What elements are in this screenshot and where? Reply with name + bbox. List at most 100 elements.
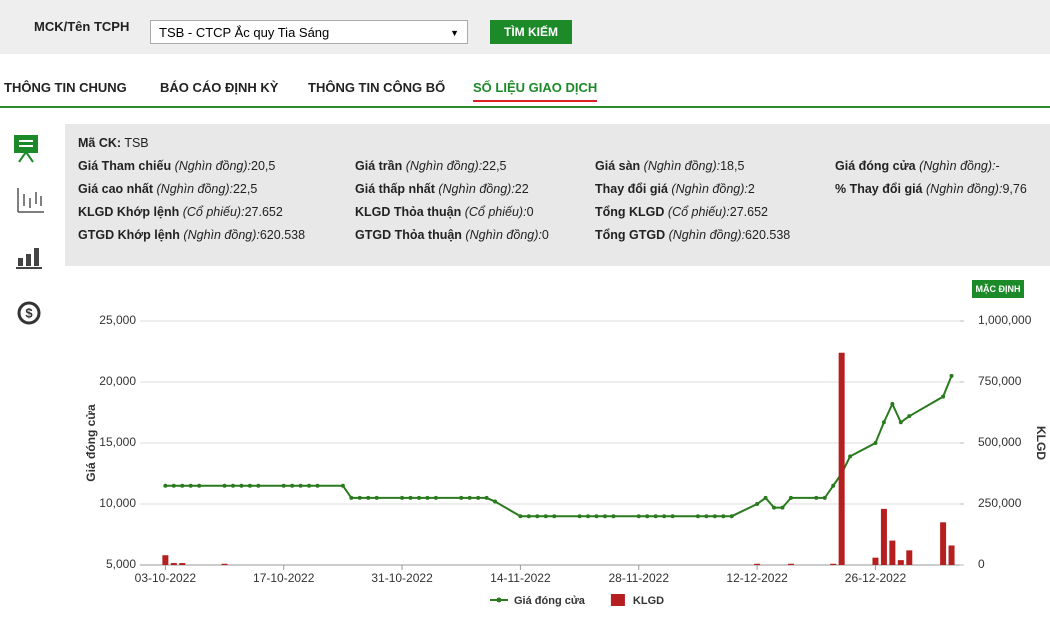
company-select[interactable]: TSB - CTCP Ắc quy Tia Sáng ▼ (150, 20, 468, 44)
info-unit: (Nghìn đồng): (668, 228, 746, 242)
volume-bar (830, 563, 837, 565)
y2-tick-label: 250,000 (978, 496, 1022, 510)
info-unit: (Nghìn đồng): (405, 159, 483, 173)
price-point (315, 483, 320, 488)
y-tick-label: 10,000 (99, 496, 136, 510)
price-point (476, 495, 481, 500)
price-point (366, 495, 371, 500)
info-item: Giá đóng cửa (Nghìn đồng):- (835, 159, 1000, 173)
y2-tick-label: 750,000 (978, 374, 1022, 388)
price-point (763, 495, 768, 500)
price-point (180, 483, 185, 488)
info-unit: (Cổ phiếu): (464, 205, 527, 219)
tab[interactable]: THÔNG TIN CHUNG (4, 80, 127, 95)
x-tick-label: 31-10-2022 (371, 571, 433, 585)
price-point (298, 483, 303, 488)
price-point (433, 495, 438, 500)
info-item: Giá sàn (Nghìn đồng):18,5 (595, 159, 744, 173)
chart: Giá đóng cửa KLGD 5,000 10,000 15,000 20,00… (84, 313, 1048, 607)
y-tick-label: 20,000 (99, 374, 136, 388)
y-tick-label: 15,000 (99, 435, 136, 449)
volume-bar (897, 560, 904, 565)
info-item: Giá thấp nhất (Nghìn đồng):22 (355, 182, 529, 196)
price-point (416, 495, 421, 500)
info-label: Giá thấp nhất (355, 182, 435, 196)
info-label: Tổng GTGD (595, 228, 666, 242)
price-point (907, 414, 912, 419)
y-axis-title: Giá đóng cửa (84, 404, 98, 482)
info-item: GTGD Khớp lệnh (Nghìn đồng):620.538 (78, 228, 305, 242)
price-point (230, 483, 235, 488)
icon-growth[interactable] (16, 248, 42, 269)
price-point (670, 514, 675, 519)
tab[interactable]: THÔNG TIN CÔNG BỐ (308, 80, 446, 95)
volume-bar (787, 563, 794, 565)
info-item: % Thay đổi giá (Nghìn đồng):9,76 (835, 182, 1027, 196)
info-value: 0 (526, 205, 534, 219)
price-point (594, 514, 599, 519)
price-point (873, 441, 878, 445)
price-point (721, 514, 726, 519)
info-value: 27.652 (729, 205, 768, 219)
price-point (577, 514, 582, 519)
icon-board[interactable] (14, 135, 38, 163)
info-value: 2 (747, 182, 755, 196)
info-label: Tổng KLGD (595, 205, 665, 219)
info-unit: (Nghìn đồng): (643, 159, 721, 173)
info-unit: (Nghìn đồng): (671, 182, 748, 196)
info-panel: Mã CK: TSB Giá Tham chiếu (Nghìn đồng):2… (65, 124, 1050, 266)
stock-code: Mã CK: TSB (78, 136, 149, 150)
x-tick-label: 14-11-2022 (490, 571, 551, 585)
info-value: 22,5 (232, 182, 258, 196)
volume-bar (940, 522, 947, 565)
tab[interactable]: BÁO CÁO ĐỊNH KỲ (160, 80, 279, 95)
volume-bar (754, 563, 761, 565)
price-point (653, 514, 658, 519)
price-point (535, 514, 540, 519)
price-point (898, 420, 903, 425)
price-point (197, 483, 202, 488)
tab[interactable]: SỐ LIỆU GIAO DỊCH (473, 80, 598, 102)
volume-bar (872, 557, 879, 565)
y2-tick-label: 1,000,000 (978, 313, 1032, 327)
price-point (645, 514, 650, 519)
price-point (729, 514, 734, 519)
x-tick-label: 12-12-2022 (726, 571, 788, 585)
info-label: Giá Tham chiếu (78, 159, 172, 173)
x-tick-label: 17-10-2022 (253, 571, 315, 585)
volume-bar (170, 563, 177, 565)
price-point (408, 495, 413, 500)
icon-candles[interactable] (17, 188, 44, 213)
volume-bar (221, 563, 228, 565)
info-unit: (Nghìn đồng): (174, 159, 252, 173)
info-value: 620.538 (745, 228, 791, 242)
info-item: GTGD Thỏa thuận (Nghìn đồng):0 (355, 228, 549, 242)
info-value: - (995, 159, 1000, 173)
x-tick-label: 28-11-2022 (609, 571, 670, 585)
info-item: KLGD Thỏa thuận (Cổ phiếu):0 (355, 205, 534, 219)
y-tick-label: 25,000 (99, 313, 136, 327)
icon-money[interactable]: $ (17, 301, 41, 325)
price-point (349, 495, 354, 500)
info-value: 22,5 (482, 159, 507, 173)
info-value: 27.652 (244, 205, 283, 219)
x-tick-label: 03-10-2022 (135, 571, 197, 585)
info-label: Giá đóng cửa (835, 159, 916, 173)
reset-button[interactable]: MẶC ĐỊNH (972, 280, 1024, 298)
price-point (822, 495, 827, 500)
info-label: Giá sàn (595, 159, 641, 173)
volume-bar (889, 540, 896, 565)
info-value: 22 (514, 182, 529, 196)
x-tick-label: 26-12-2022 (845, 571, 907, 585)
price-point (881, 420, 886, 425)
price-point (552, 514, 557, 519)
code-value: TSB (124, 136, 149, 150)
search-bar: MCK/Tên TCPH TSB - CTCP Ắc quy Tia Sáng ▼… (0, 0, 1050, 54)
search-button[interactable]: TÌM KIẾM (490, 20, 572, 44)
price-point (493, 499, 498, 504)
price-line (165, 375, 953, 518)
price-point (467, 495, 472, 500)
info-item: Giá trần (Nghìn đồng):22,5 (355, 159, 507, 173)
code-label: Mã CK: (78, 136, 122, 150)
